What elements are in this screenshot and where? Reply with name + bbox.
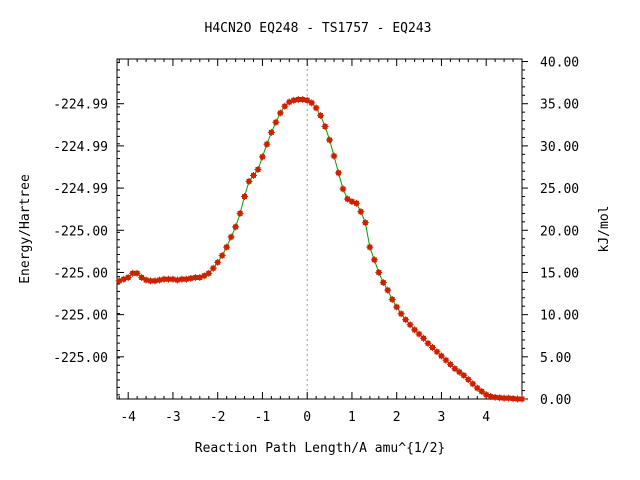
y-left-tick-label: -224.99 [53, 140, 108, 155]
y-right-tick-label: 35.00 [540, 98, 579, 113]
data-point [227, 233, 235, 241]
data-point [343, 195, 351, 203]
data-point [446, 360, 454, 368]
x-axis-title: Reaction Path Length/A amu^{1/2} [195, 441, 445, 456]
plot-frame [116, 58, 523, 400]
x-axis: -4 -3 -2 -1 0 1 2 3 4 [118, 59, 514, 425]
data-point [402, 316, 410, 324]
y-axis-left-title: Energy/Hartree [18, 174, 33, 284]
y-right-tick-label: 5.00 [540, 351, 571, 366]
data-point [232, 223, 240, 231]
y-right-tick-label: 10.00 [540, 309, 579, 324]
y-left-tick-label: -224.99 [53, 182, 108, 197]
y-left-tick-label: -225.00 [53, 224, 108, 239]
data-point [451, 365, 459, 373]
data-point [236, 209, 244, 217]
chart-title: H4CN2O EQ248 - TS1757 - EQ243 [205, 21, 432, 36]
x-tick-label: 1 [348, 410, 356, 425]
data-point [415, 330, 423, 338]
data-point [478, 387, 486, 395]
y-left-tick-label: -224.99 [53, 98, 108, 113]
y-right-tick-label: 20.00 [540, 224, 579, 239]
data-point [326, 136, 334, 144]
data-point [460, 371, 468, 379]
data-point [272, 118, 280, 126]
data-point [205, 269, 213, 277]
y-axis-right: 0.00 5.00 10.00 15.00 20.00 25.00 30.00 35.00 40… [522, 56, 579, 408]
x-tick-label: -1 [255, 410, 271, 425]
data-point [218, 252, 226, 260]
data-point [518, 395, 526, 403]
data-point [258, 153, 266, 161]
data-point [437, 352, 445, 360]
y-left-tick-label: -225.00 [53, 351, 108, 366]
y-left-tick-label: -225.00 [53, 266, 108, 281]
data-point [317, 112, 325, 120]
y-axis-right-title: kJ/mol [597, 206, 612, 253]
data-point [124, 274, 132, 282]
y-right-tick-label: 40.00 [540, 56, 579, 71]
data-point [267, 128, 275, 136]
x-tick-label: -4 [120, 410, 136, 425]
data-point [223, 243, 231, 251]
series-layer [115, 95, 526, 403]
data-point [411, 326, 419, 334]
y-axis-left: -225.00 -225.00 -225.00 -225.00 -224.99 -224.… [53, 62, 124, 396]
x-tick-label: 3 [438, 410, 446, 425]
data-point [241, 193, 249, 201]
data-point [397, 310, 405, 318]
data-point [138, 274, 146, 282]
data-point [442, 356, 450, 364]
data-point [388, 295, 396, 303]
data-point [406, 321, 414, 329]
data-point [352, 199, 360, 207]
x-tick-label: 0 [303, 410, 311, 425]
data-point [281, 102, 289, 110]
data-point [357, 208, 365, 216]
data-point [133, 269, 141, 277]
data-point [276, 109, 284, 117]
data-point [366, 243, 374, 251]
data-point [424, 339, 432, 347]
y-right-tick-label: 30.00 [540, 140, 579, 155]
data-point [214, 258, 222, 266]
data-point [464, 376, 472, 384]
x-tick-label: -3 [165, 410, 181, 425]
data-point [384, 286, 392, 294]
data-point [455, 368, 463, 376]
y-right-tick-label: 0.00 [540, 393, 571, 408]
x-tick-label: 2 [393, 410, 401, 425]
data-point [370, 256, 378, 264]
x-tick-label: -2 [210, 410, 226, 425]
data-point [420, 334, 428, 342]
data-point [375, 268, 383, 276]
data-point [321, 122, 329, 130]
data-point [263, 140, 271, 148]
data-point [428, 344, 436, 352]
data-point [330, 152, 338, 160]
data-point [433, 348, 441, 356]
data-point [361, 219, 369, 227]
data-point [308, 99, 316, 107]
data-point [312, 104, 320, 112]
data-point [335, 169, 343, 177]
y-right-tick-label: 25.00 [540, 182, 579, 197]
data-point [209, 264, 217, 272]
data-point [200, 272, 208, 280]
data-point [379, 279, 387, 287]
data-point [249, 171, 257, 179]
y-left-tick-label: -225.00 [53, 309, 108, 324]
data-point [473, 384, 481, 392]
x-tick-label: 4 [482, 410, 490, 425]
data-point [303, 96, 311, 104]
data-point [339, 185, 347, 193]
data-point [254, 166, 262, 174]
y-right-tick-label: 15.00 [540, 266, 579, 281]
data-point [469, 380, 477, 388]
data-point [245, 177, 253, 185]
energy-curve-line [119, 99, 522, 400]
data-point [393, 303, 401, 311]
